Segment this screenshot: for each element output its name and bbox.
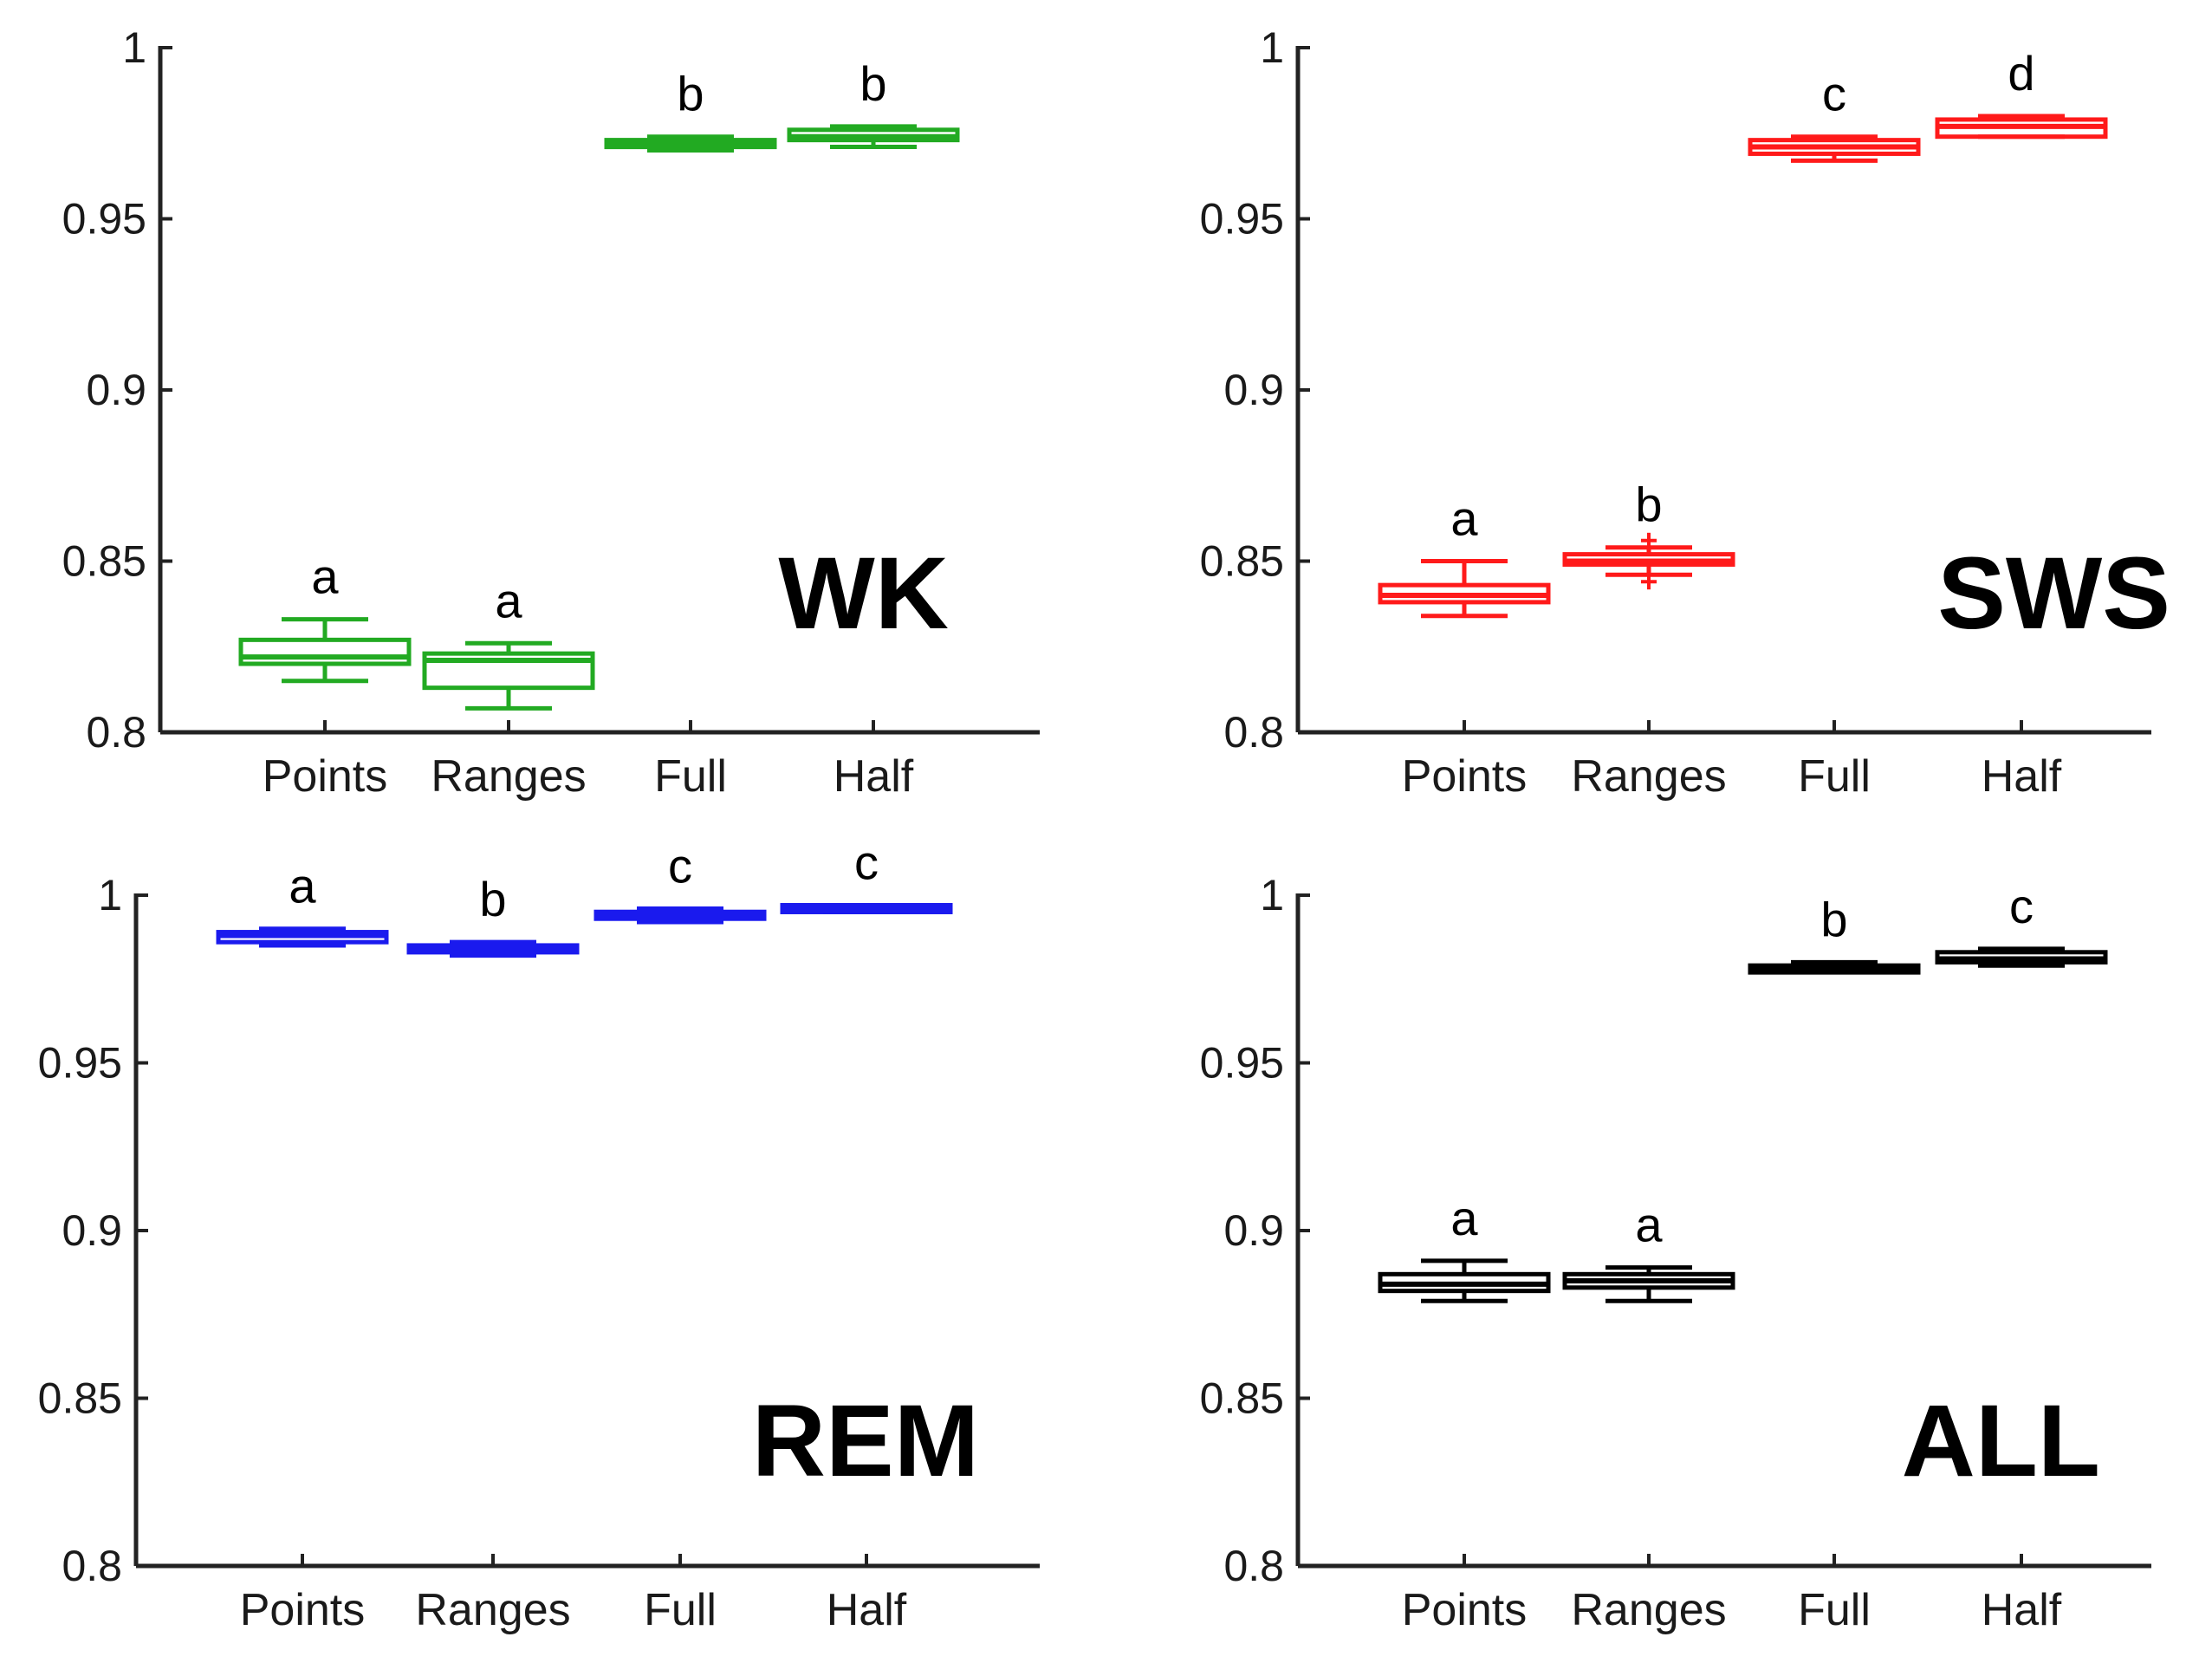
chart-panel-wk: 0.8 0.85 0.9 0.95 1 Points Ranges Full Half a a b b W… [62,23,1040,802]
y-tick-label: 0.8 [86,708,146,757]
y-tick-label: 0.95 [38,1039,122,1088]
y-tick-label: 1 [122,23,146,72]
chart-panel-all: 0.8 0.85 0.9 0.95 1 Points Ranges Full Half a a b c A… [1200,871,2151,1635]
x-category-label: Ranges [431,751,586,802]
iqr-box [422,651,595,691]
y-tick-label: 0.9 [1223,1206,1284,1255]
x-category-label: Points [1402,751,1528,802]
box-full: b [1748,892,1921,975]
panel-label: WK [778,536,949,651]
significance-letter: a [289,859,316,913]
box-half: c [1935,879,2108,968]
significance-letter: a [1450,491,1478,546]
x-category-label: Full [1798,1585,1871,1635]
x-category-label: Full [654,751,727,802]
x-category-label: Half [827,1585,907,1635]
significance-letter: b [479,872,506,926]
y-tick-label: 0.8 [1223,708,1284,757]
y-tick-label: 0.85 [38,1374,122,1423]
box-ranges: a [422,573,595,711]
box-half: c [780,835,953,914]
significance-letter: a [311,549,339,604]
y-tick-label: 0.95 [62,195,146,244]
significance-letter: a [1450,1191,1478,1245]
box-half: b [787,56,960,150]
box-points: a [1378,1191,1551,1303]
x-category-label: Points [1402,1585,1528,1635]
y-tick-label: 0.9 [1223,366,1284,414]
x-category-label: Ranges [415,1585,570,1635]
significance-letter: d [2008,46,2034,101]
significance-letter: c [2009,879,2034,933]
x-category-label: Half [1982,751,2062,802]
chart-panel-sws: 0.8 0.85 0.9 0.95 1 Points Ranges Full Half a b c d S… [1200,23,2170,802]
y-tick-label: 0.95 [1200,1039,1284,1088]
box-full: b [604,67,777,153]
panel-label: ALL [1902,1384,2100,1498]
panel-label: SWS [1937,536,2170,651]
significance-letter: a [495,573,522,627]
significance-letter: b [1820,892,1847,946]
y-tick-label: 0.85 [62,537,146,586]
x-category-label: Full [644,1585,717,1635]
iqr-box [238,637,412,666]
x-category-label: Half [834,751,914,802]
box-points: a [216,859,389,948]
significance-letter: a [1635,1198,1663,1252]
x-category-label: Points [263,751,388,802]
panel-label: REM [752,1384,979,1498]
box-points: a [238,549,412,684]
box-ranges: b [406,872,580,958]
y-tick-label: 1 [1260,871,1284,919]
y-tick-label: 1 [98,871,122,919]
x-category-label: Half [1982,1585,2062,1635]
y-tick-label: 0.9 [86,366,146,414]
y-tick-label: 0.85 [1200,537,1284,586]
y-tick-label: 0.85 [1200,1374,1284,1423]
chart-panel-rem: 0.8 0.85 0.9 0.95 1 Points Ranges Full Half a b c c R… [38,835,1040,1635]
box-points: a [1378,491,1551,619]
y-tick-label: 0.8 [62,1542,122,1590]
x-category-label: Ranges [1571,1585,1726,1635]
y-tick-label: 0.8 [1223,1542,1284,1590]
significance-letter: b [677,67,704,121]
box-half: d [1935,46,2108,140]
box-ranges: b [1562,477,1735,590]
y-tick-label: 1 [1260,23,1284,72]
box-full: c [1748,67,1921,163]
y-tick-label: 0.95 [1200,195,1284,244]
y-tick-label: 0.9 [62,1206,122,1255]
x-category-label: Points [240,1585,366,1635]
significance-letter: b [1635,477,1662,532]
significance-letter: c [668,838,692,893]
significance-letter: b [860,56,886,111]
box-ranges: a [1562,1198,1735,1303]
x-category-label: Full [1798,751,1871,802]
x-category-label: Ranges [1571,751,1726,802]
significance-letter: c [1822,67,1846,121]
box-full: c [594,838,767,925]
significance-letter: c [854,835,879,890]
